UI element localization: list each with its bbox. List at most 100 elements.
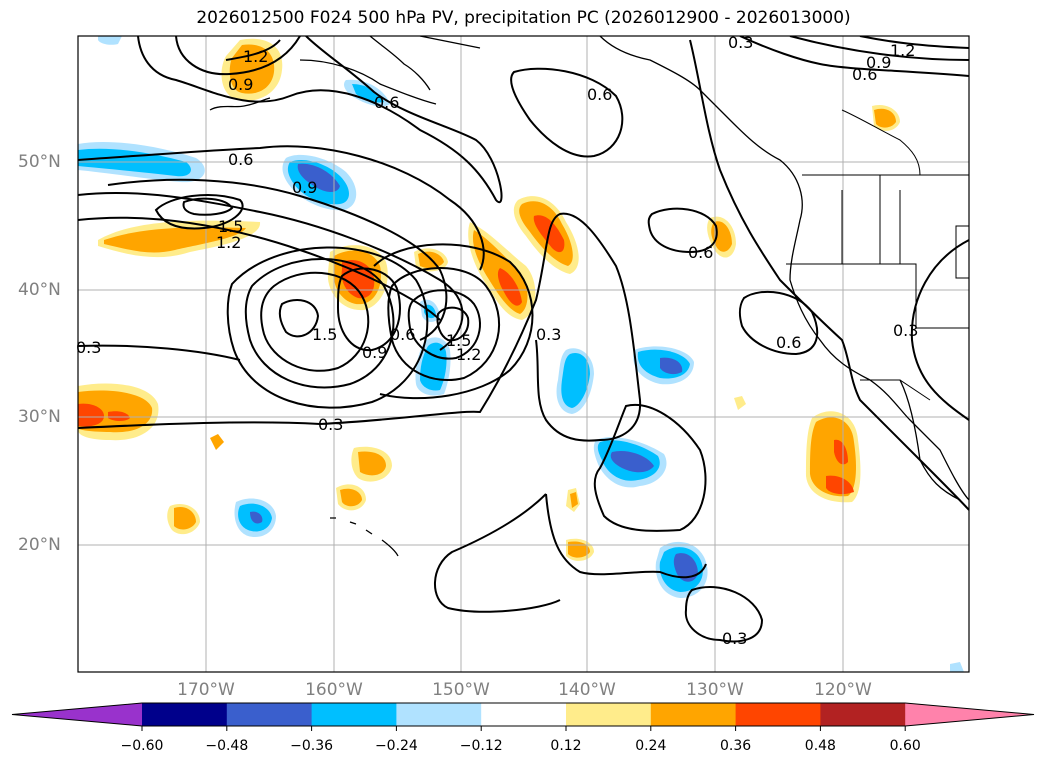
colorbar-extend-high xyxy=(905,703,1034,726)
lat-label: 50°N xyxy=(18,152,61,172)
pv-contour xyxy=(78,191,464,351)
positive-precip-blob xyxy=(78,383,159,441)
colorbar-tick-label: 0.48 xyxy=(804,738,836,754)
pv-contour xyxy=(387,267,500,381)
colorbar-tick-label: −0.36 xyxy=(290,738,334,754)
colorbar-segment xyxy=(566,703,652,726)
positive-precip-blob xyxy=(734,396,746,410)
contour-label: 0.6 xyxy=(390,325,415,344)
pv-contour xyxy=(407,289,481,360)
contour-label: 0.3 xyxy=(318,415,343,434)
colorbar-tick-label: 0.12 xyxy=(550,738,582,754)
contour-label: 0.9 xyxy=(362,343,387,362)
positive-precip-blob xyxy=(806,411,861,503)
lon-label: 150°W xyxy=(432,680,490,700)
contour-label: 0.3 xyxy=(893,321,918,340)
colorbar xyxy=(11,702,1035,731)
positive-precip-blob xyxy=(336,484,366,511)
pv-contours xyxy=(78,36,969,643)
negative-precip-blob xyxy=(415,337,451,396)
contour-label: 1.2 xyxy=(890,41,915,60)
negative-precip-blob xyxy=(633,346,694,385)
lat-label: 30°N xyxy=(18,407,61,427)
positive-precip-blob xyxy=(707,216,736,258)
pv-contour xyxy=(226,246,429,409)
colorbar-segment xyxy=(396,703,482,726)
lon-label: 170°W xyxy=(177,680,235,700)
contour-label: 1.5 xyxy=(312,325,337,344)
pv-contour xyxy=(78,344,241,361)
colorbar-tick-label: −0.60 xyxy=(120,738,164,754)
contour-label: 0.6 xyxy=(228,150,253,169)
pv-contour xyxy=(78,145,485,271)
negative-precip-blob xyxy=(234,498,276,538)
pv-contour xyxy=(647,207,718,254)
contour-label: 1.2 xyxy=(216,233,241,252)
contour-label: 1.5 xyxy=(218,217,243,236)
colorbar-tick-label: 0.24 xyxy=(635,738,667,754)
pv-contour xyxy=(336,267,401,352)
lat-label: 40°N xyxy=(18,280,61,300)
precip-shading xyxy=(78,36,964,672)
colorbar-tick-label: −0.12 xyxy=(459,738,503,754)
colorbar-segment xyxy=(311,703,397,726)
pv-contour xyxy=(689,39,969,511)
pv-contour xyxy=(510,67,624,158)
map-title: 2026012500 F024 500 hPa PV, precipitatio… xyxy=(196,8,851,28)
pv-contour xyxy=(789,36,969,61)
positive-precip-blob xyxy=(351,446,392,482)
colorbar-segment xyxy=(735,703,821,726)
positive-precip-blob xyxy=(566,488,580,512)
pv-contour xyxy=(244,258,395,389)
pv-contour xyxy=(278,299,320,338)
lon-label: 140°W xyxy=(558,680,616,700)
pv-contour xyxy=(175,36,301,76)
colorbar-segment xyxy=(650,703,737,726)
pv-contour xyxy=(182,197,234,216)
contour-label: 0.6 xyxy=(852,65,877,84)
contour-label: 0.3 xyxy=(722,629,747,648)
colorbar-tick-label: 0.36 xyxy=(720,738,752,754)
negative-precip-blob xyxy=(556,348,594,414)
lat-label: 20°N xyxy=(18,535,61,555)
negative-precip-blob xyxy=(98,36,122,45)
contour-label: 0.3 xyxy=(76,338,101,357)
colorbar-segment xyxy=(481,703,567,726)
pv-contour xyxy=(593,403,707,532)
negative-precip-blob xyxy=(655,541,708,598)
negative-precip-blob xyxy=(950,662,964,672)
positive-precip-blob xyxy=(98,220,261,258)
positive-precip-blob xyxy=(327,245,388,311)
borders xyxy=(786,109,969,401)
pv-contour xyxy=(436,306,470,342)
colorbar-tick-label: −0.24 xyxy=(374,738,418,754)
pv-contour xyxy=(434,493,561,613)
pv-contour xyxy=(137,36,503,204)
colorbar-segment xyxy=(226,703,313,726)
lon-label: 120°W xyxy=(814,680,872,700)
positive-precip-blob xyxy=(872,104,900,131)
positive-precip-blob xyxy=(468,222,536,320)
coastlines xyxy=(209,36,969,557)
colorbar-tick-label: 0.60 xyxy=(889,738,921,754)
pv-contour xyxy=(684,585,764,643)
colorbar-tick-label: −0.48 xyxy=(205,738,249,754)
graticule xyxy=(78,36,969,672)
pv-contour xyxy=(859,36,969,49)
pv-contour xyxy=(107,178,448,341)
contour-label: 1.5 xyxy=(446,331,471,350)
positive-precip-blob xyxy=(210,434,224,450)
colorbar-extend-low xyxy=(12,703,142,726)
pv-contour xyxy=(154,194,244,230)
map-frame xyxy=(77,35,970,673)
negative-precip-blob xyxy=(344,79,390,107)
lon-label: 160°W xyxy=(305,680,363,700)
negative-precip-blob xyxy=(593,437,667,488)
contour-labels: 1.2 0.9 0.6 0.6 0.6 0.9 1.5 1.2 0.3 0.3 … xyxy=(76,33,918,648)
contour-label: 0.9 xyxy=(866,53,891,72)
contour-label: 0.3 xyxy=(536,325,561,344)
contour-label: 0.6 xyxy=(688,243,713,262)
positive-precip-blob xyxy=(167,503,200,535)
contour-label: 0.9 xyxy=(292,178,317,197)
